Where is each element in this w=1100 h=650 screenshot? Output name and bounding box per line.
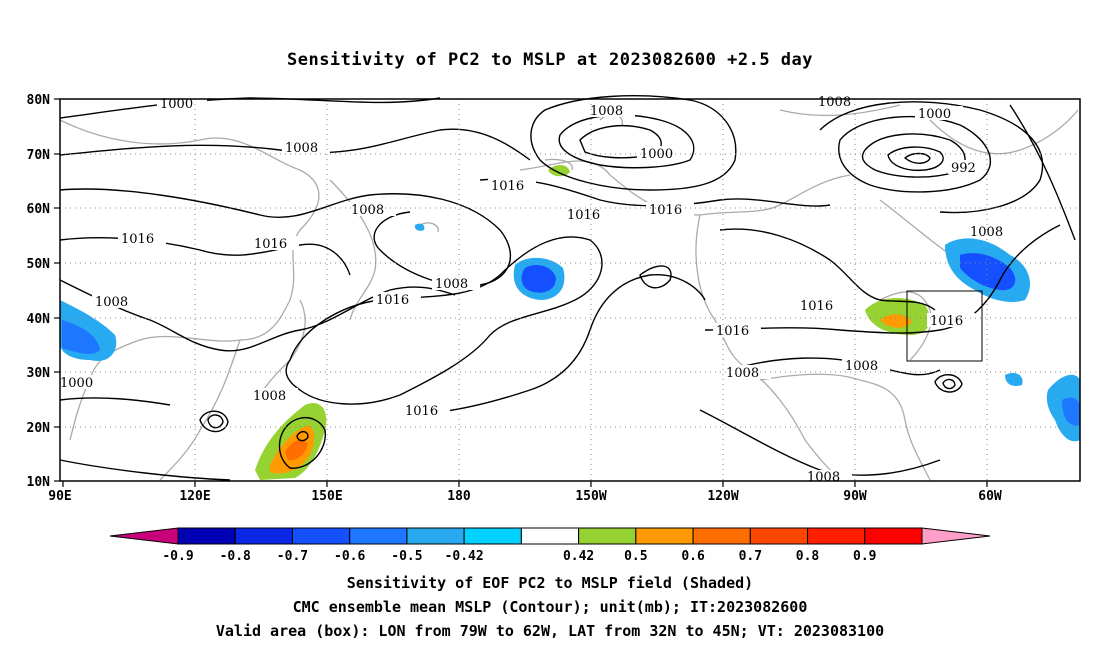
caption-line-1: Sensitivity of EOF PC2 to MSLP field (Sh… bbox=[346, 574, 754, 592]
valid-area-box bbox=[906, 290, 983, 362]
colorbar: -0.9 -0.8 -0.7 -0.6 -0.5 -0.42 0.42 0.5 0.6 0.7 0.… bbox=[109, 527, 991, 564]
colorbar-swatch bbox=[635, 527, 694, 545]
colorbar-label: 0.5 bbox=[624, 549, 647, 564]
contour-label: 1016 bbox=[491, 179, 524, 194]
colorbar-label: -0.9 bbox=[162, 549, 193, 564]
caption-line-2: CMC ensemble mean MSLP (Contour); unit(m… bbox=[292, 598, 808, 616]
contour-label: 1016 bbox=[800, 299, 833, 314]
grid-lines bbox=[60, 99, 1080, 481]
contour-label: 1016 bbox=[376, 293, 409, 308]
contour-label: 1008 bbox=[818, 95, 851, 110]
colorbar-swatch bbox=[406, 527, 465, 545]
lat-label: 20N bbox=[27, 421, 51, 436]
colorbar-label: 0.42 bbox=[563, 549, 594, 564]
colorbar-swatch bbox=[291, 527, 351, 545]
map-frame bbox=[59, 98, 1081, 482]
lon-label: 90W bbox=[843, 489, 867, 504]
contour-label: 1008 bbox=[845, 359, 878, 374]
colorbar-label: 0.7 bbox=[739, 549, 762, 564]
colorbar-swatch bbox=[864, 527, 923, 545]
colorbar-swatch bbox=[349, 527, 408, 545]
colorbar-swatch bbox=[807, 527, 866, 545]
contour-label: 1008 bbox=[95, 295, 128, 310]
colorbar-swatch bbox=[692, 527, 751, 545]
contour-label: 1000 bbox=[640, 147, 673, 162]
colorbar-swatch bbox=[749, 527, 809, 545]
lat-label: 50N bbox=[27, 257, 51, 272]
longitude-labels: 90E 120E 150E 180 150W 120W 90W 60W bbox=[48, 489, 1002, 504]
contour-label: 1008 bbox=[253, 389, 286, 404]
contour-label: 1016 bbox=[405, 404, 438, 419]
lon-label: 180 bbox=[447, 489, 471, 504]
contour-label: 992 bbox=[951, 161, 976, 176]
contour-label: 1016 bbox=[121, 232, 154, 247]
mslp-contours bbox=[59, 95, 1076, 481]
colorbar-label: 0.6 bbox=[681, 549, 705, 564]
colorbar-swatch bbox=[578, 527, 637, 545]
colorbar-swatch bbox=[234, 527, 293, 545]
lon-label: 120W bbox=[707, 489, 738, 504]
colorbar-label: -0.8 bbox=[220, 549, 251, 564]
contour-label: 1008 bbox=[285, 141, 318, 156]
colorbar-label: -0.5 bbox=[391, 549, 422, 564]
lat-label: 40N bbox=[27, 312, 51, 327]
lon-label: 60W bbox=[978, 489, 1002, 504]
chart-title: Sensitivity of PC2 to MSLP at 2023082600… bbox=[286, 50, 813, 70]
lon-label: 120E bbox=[179, 489, 210, 504]
contour-label: 1016 bbox=[649, 203, 682, 218]
contour-label: 1000 bbox=[160, 97, 193, 112]
contour-label: 1008 bbox=[970, 225, 1003, 240]
latitude-labels: 80N 70N 60N 50N 40N 30N 20N 10N bbox=[27, 93, 51, 490]
lat-label: 70N bbox=[27, 148, 51, 163]
caption-line-3: Valid area (box): LON from 79W to 62W, L… bbox=[215, 622, 885, 640]
colorbar-swatch bbox=[520, 527, 580, 545]
lat-label: 10N bbox=[27, 475, 51, 490]
colorbar-triangle-high bbox=[921, 527, 991, 545]
colorbar-label: -0.6 bbox=[334, 549, 365, 564]
colorbar-triangle-low bbox=[109, 527, 179, 545]
contour-label: 1016 bbox=[254, 237, 287, 252]
lon-label: 150E bbox=[311, 489, 342, 504]
contour-label: 1016 bbox=[567, 208, 600, 223]
colorbar-label: -0.42 bbox=[445, 549, 484, 564]
contour-label: 1008 bbox=[590, 104, 623, 119]
contour-label: 1000 bbox=[60, 376, 93, 391]
sensitivity-shading bbox=[60, 164, 1080, 480]
contour-label: 1016 bbox=[930, 314, 963, 329]
contour-label: 1000 bbox=[918, 107, 951, 122]
contour-label: 1016 bbox=[716, 324, 749, 339]
lon-label: 90E bbox=[48, 489, 71, 504]
lat-label: 60N bbox=[27, 202, 51, 217]
colorbar-swatch bbox=[463, 527, 522, 545]
contour-label: 1008 bbox=[435, 277, 468, 292]
lat-label: 80N bbox=[27, 93, 51, 108]
colorbar-label: 0.9 bbox=[853, 549, 876, 564]
colorbar-label: -0.7 bbox=[277, 549, 308, 564]
contour-label: 1008 bbox=[807, 470, 840, 485]
contour-labels: 1000 1008 1000 1016 1008 1016 1008 1016 … bbox=[60, 95, 1004, 485]
contour-label: 1008 bbox=[726, 366, 759, 381]
coastlines bbox=[59, 104, 1079, 481]
contour-label: 1008 bbox=[351, 203, 384, 218]
lon-label: 150W bbox=[575, 489, 606, 504]
colorbar-swatch bbox=[177, 527, 236, 545]
colorbar-label: 0.8 bbox=[796, 549, 820, 564]
lat-label: 30N bbox=[27, 366, 51, 381]
